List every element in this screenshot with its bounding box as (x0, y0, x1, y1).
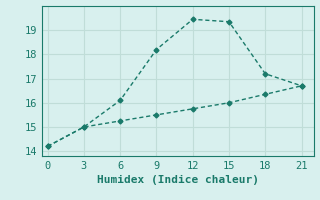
X-axis label: Humidex (Indice chaleur): Humidex (Indice chaleur) (97, 175, 259, 185)
